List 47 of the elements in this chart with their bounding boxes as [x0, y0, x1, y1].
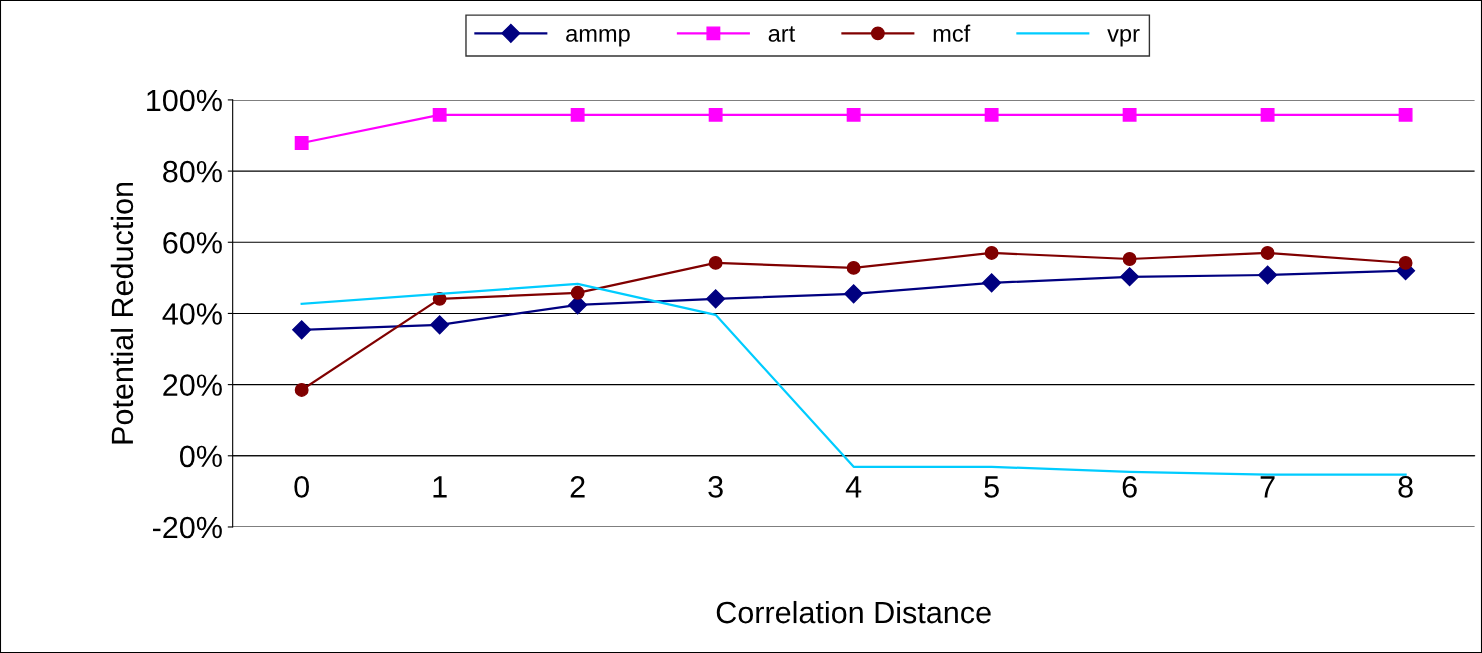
point — [1398, 107, 1413, 122]
x-tick-label: 5 — [984, 476, 999, 498]
x-tick-label: 0 — [294, 476, 309, 498]
y-tick-label: 100% — [147, 89, 222, 112]
point — [292, 320, 312, 340]
point — [1260, 245, 1275, 260]
point — [708, 107, 723, 122]
point — [294, 383, 309, 397]
point — [846, 107, 861, 122]
x-tick-label: 6 — [1122, 476, 1137, 498]
x-tick-label: 4 — [845, 476, 862, 498]
y-tick-label: 60% — [163, 232, 222, 254]
x-tick-label: 2 — [570, 476, 585, 498]
y-tick-label: 20% — [163, 374, 222, 396]
legend-label: ammp — [566, 28, 630, 47]
y-tick-label: 80% — [163, 160, 222, 183]
point — [570, 285, 585, 300]
point — [844, 284, 864, 304]
point — [430, 315, 450, 335]
point — [708, 255, 723, 270]
point — [1260, 107, 1275, 122]
point — [1122, 252, 1137, 266]
point — [1258, 265, 1278, 285]
y-axis-title: Potential Reduction — [110, 182, 134, 444]
point — [706, 289, 726, 309]
point — [984, 245, 999, 260]
point — [982, 273, 1002, 293]
point — [294, 136, 309, 150]
x-tick-label: 8 — [1398, 476, 1413, 498]
line-series — [300, 282, 1407, 476]
point — [570, 107, 585, 122]
point — [1122, 107, 1137, 122]
point — [1120, 267, 1140, 287]
point — [1398, 255, 1413, 270]
y-tick-label: -20% — [152, 516, 222, 539]
point — [432, 107, 447, 122]
y-tick-label: 40% — [162, 303, 222, 325]
legend-label: mcf — [933, 24, 971, 42]
x-tick-label: 3 — [708, 476, 723, 498]
legend-label: vpr — [1107, 28, 1140, 47]
x-axis-title: Correlation Distance — [716, 600, 991, 624]
point — [846, 260, 861, 275]
y-tick-label: 0% — [179, 445, 222, 468]
x-tick-label: 7 — [1260, 476, 1275, 498]
legend-label: art — [768, 26, 796, 42]
x-tick-label: 1 — [433, 476, 447, 498]
point — [984, 107, 999, 122]
